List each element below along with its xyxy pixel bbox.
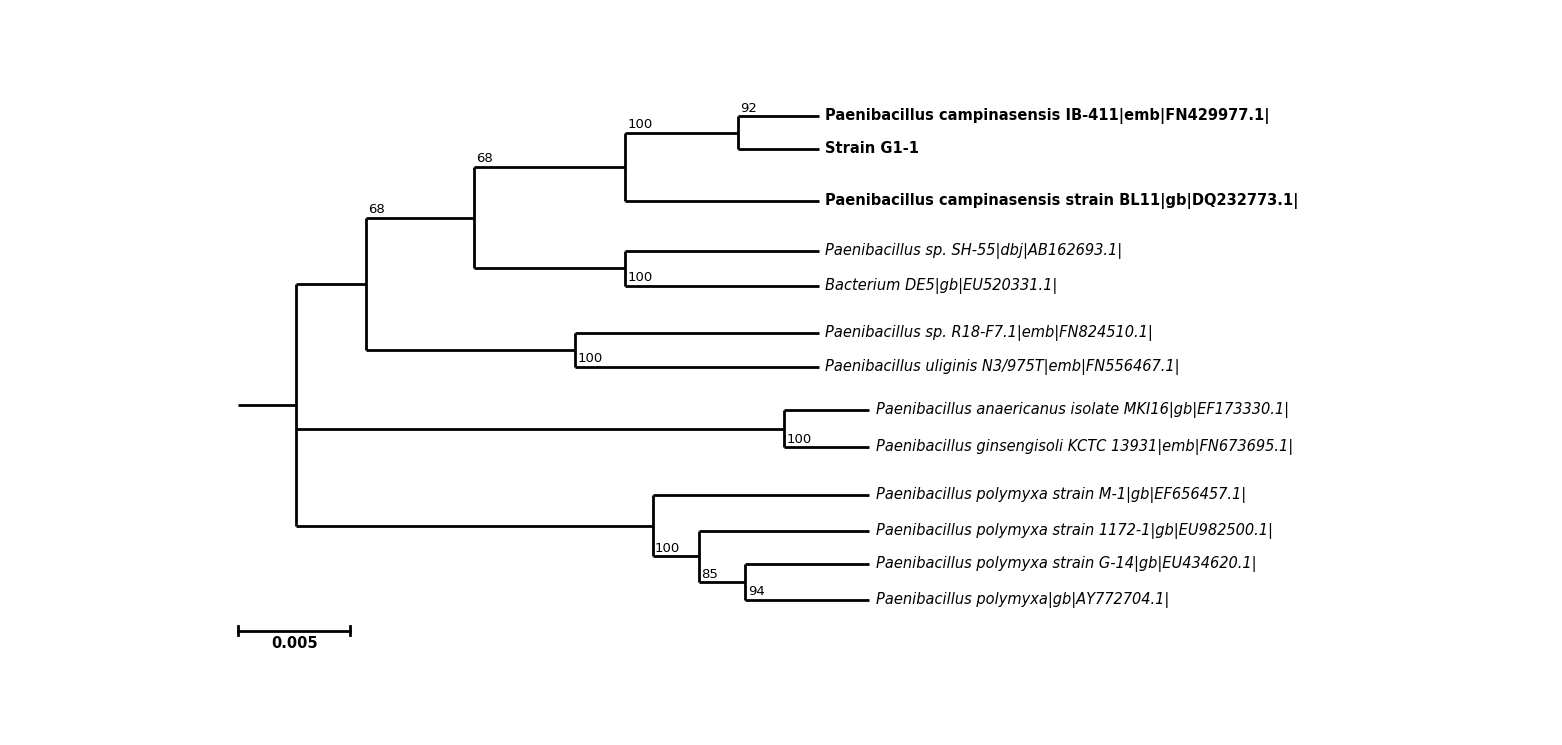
Text: Strain G1-1: Strain G1-1	[825, 142, 920, 156]
Text: Paenibacillus uliginis N3/975T|emb|FN556467.1|: Paenibacillus uliginis N3/975T|emb|FN556…	[825, 358, 1179, 375]
Text: Paenibacillus campinasensis strain BL11|gb|DQ232773.1|: Paenibacillus campinasensis strain BL11|…	[825, 193, 1300, 209]
Text: 100: 100	[787, 433, 812, 446]
Text: 94: 94	[748, 586, 764, 598]
Text: Paenibacillus ginsengisoli KCTC 13931|emb|FN673695.1|: Paenibacillus ginsengisoli KCTC 13931|em…	[876, 440, 1293, 455]
Text: 68: 68	[369, 203, 384, 216]
Text: Paenibacillus polymyxa strain G-14|gb|EU434620.1|: Paenibacillus polymyxa strain G-14|gb|EU…	[876, 557, 1256, 572]
Text: 100: 100	[654, 542, 679, 555]
Text: Paenibacillus campinasensis IB-411|emb|FN429977.1|: Paenibacillus campinasensis IB-411|emb|F…	[825, 108, 1270, 124]
Text: Paenibacillus polymyxa strain 1172-1|gb|EU982500.1|: Paenibacillus polymyxa strain 1172-1|gb|…	[876, 522, 1273, 539]
Text: 85: 85	[701, 568, 719, 580]
Text: 100: 100	[628, 271, 653, 284]
Text: Paenibacillus sp. R18-F7.1|emb|FN824510.1|: Paenibacillus sp. R18-F7.1|emb|FN824510.…	[825, 326, 1153, 341]
Text: 100: 100	[578, 352, 603, 365]
Text: Paenibacillus anaericanus isolate MKI16|gb|EF173330.1|: Paenibacillus anaericanus isolate MKI16|…	[876, 402, 1289, 419]
Text: 92: 92	[740, 102, 758, 115]
Text: 100: 100	[628, 118, 653, 131]
Text: 68: 68	[476, 152, 494, 165]
Text: Bacterium DE5|gb|EU520331.1|: Bacterium DE5|gb|EU520331.1|	[825, 278, 1057, 294]
Text: Paenibacillus sp. SH-55|dbj|AB162693.1|: Paenibacillus sp. SH-55|dbj|AB162693.1|	[825, 243, 1123, 259]
Text: Paenibacillus polymyxa strain M-1|gb|EF656457.1|: Paenibacillus polymyxa strain M-1|gb|EF6…	[876, 487, 1246, 503]
Text: Paenibacillus polymyxa|gb|AY772704.1|: Paenibacillus polymyxa|gb|AY772704.1|	[876, 592, 1168, 608]
Text: 0.005: 0.005	[270, 636, 317, 651]
